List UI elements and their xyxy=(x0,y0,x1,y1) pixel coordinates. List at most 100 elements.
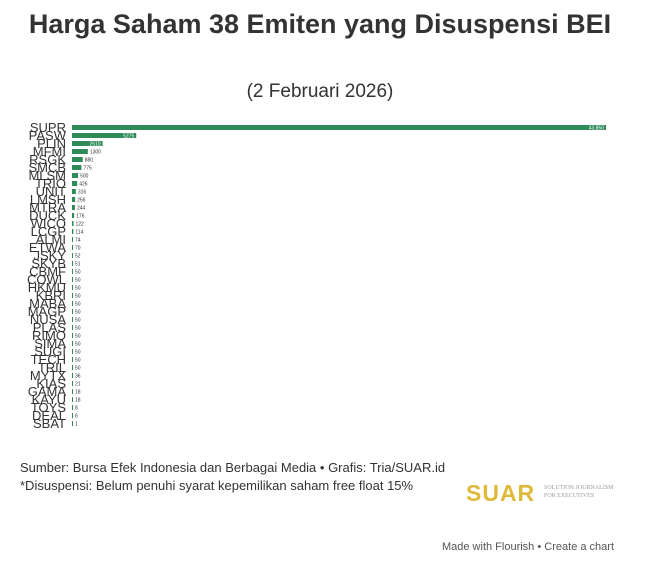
value-label: 256 xyxy=(77,197,86,203)
bar[interactable] xyxy=(72,221,74,226)
category-label: PLIN xyxy=(37,136,66,151)
category-label: PLAS xyxy=(33,320,67,335)
category-label: UNIT xyxy=(36,184,66,199)
value-label: 316 xyxy=(78,189,87,195)
category-label: KAYU xyxy=(32,392,66,407)
category-label: DUCK xyxy=(29,208,66,223)
bar[interactable] xyxy=(72,197,76,202)
bar[interactable] xyxy=(72,253,73,258)
bar[interactable] xyxy=(72,381,73,386)
bar[interactable] xyxy=(72,133,137,138)
category-label: JSKY xyxy=(33,248,66,263)
value-label: 50 xyxy=(75,293,81,299)
bar[interactable] xyxy=(72,165,82,170)
category-label: SMCB xyxy=(28,160,66,175)
value-label: 52 xyxy=(75,253,81,259)
category-label: DEAL xyxy=(32,408,66,423)
value-label: 21 xyxy=(75,381,81,387)
category-label: MLSM xyxy=(28,168,66,183)
bar[interactable] xyxy=(72,237,73,242)
bar[interactable] xyxy=(72,341,73,346)
bar[interactable] xyxy=(72,325,73,330)
create-chart-link[interactable]: Create a chart xyxy=(544,541,614,553)
bar[interactable] xyxy=(72,229,74,234)
value-label: 244 xyxy=(77,205,86,211)
made-with-flourish-link[interactable]: Made with Flourish xyxy=(441,541,535,553)
value-label: 50 xyxy=(75,325,81,331)
category-label: TRIL xyxy=(38,360,66,375)
bar[interactable] xyxy=(72,397,73,402)
bar[interactable] xyxy=(72,405,73,410)
category-label: GAMA xyxy=(28,384,67,399)
bar[interactable] xyxy=(72,157,83,162)
category-label: HKMU xyxy=(28,280,66,295)
value-label: 43.850 xyxy=(589,125,605,131)
category-label: TECH xyxy=(31,352,66,367)
footer: Made with Flourish • Create a chart xyxy=(442,541,614,553)
value-label: 50 xyxy=(75,341,81,347)
bar[interactable] xyxy=(72,213,75,218)
value-label: 500 xyxy=(80,173,89,179)
category-label: PASW xyxy=(29,128,67,143)
bar[interactable] xyxy=(72,365,73,370)
value-label: 50 xyxy=(75,357,81,363)
value-label: 1300 xyxy=(90,149,101,155)
value-label: 18 xyxy=(75,397,81,403)
value-label: 50 xyxy=(75,277,81,283)
category-label: ETWA xyxy=(29,240,66,255)
category-label: ALMI xyxy=(36,232,66,247)
value-label: 1 xyxy=(75,421,78,427)
category-label: TOYS xyxy=(31,400,66,415)
category-label: KIAS xyxy=(36,376,66,391)
bar[interactable] xyxy=(72,277,73,282)
value-label: 50 xyxy=(75,301,81,307)
chart-subtitle: (2 Februari 2026) xyxy=(246,81,394,102)
bar[interactable] xyxy=(72,125,606,130)
value-label: 775 xyxy=(83,165,92,171)
bar[interactable] xyxy=(72,189,76,194)
value-label: 36 xyxy=(75,373,81,379)
category-label: MFMI xyxy=(33,144,66,159)
value-label: 880 xyxy=(85,157,94,163)
category-label: MABA xyxy=(29,296,66,311)
bar[interactable] xyxy=(72,413,73,418)
suar-logo: SUAR SOLUTION JOURNALISM FOR EXECUTIVES xyxy=(466,478,626,508)
value-label: 50 xyxy=(75,317,81,323)
bar[interactable] xyxy=(72,333,73,338)
bar[interactable] xyxy=(72,357,73,362)
bar[interactable] xyxy=(72,149,88,154)
category-label: SUGI xyxy=(34,344,66,359)
bar[interactable] xyxy=(72,293,73,298)
bar[interactable] xyxy=(72,309,73,314)
category-label: CBMF xyxy=(29,264,66,279)
category-label: MYTX xyxy=(30,368,66,383)
logo-wordmark: SUAR xyxy=(466,480,536,506)
bar[interactable] xyxy=(72,421,73,426)
bar[interactable] xyxy=(72,141,103,146)
value-label: 2510 xyxy=(89,141,100,147)
category-label: SUPR xyxy=(30,120,66,135)
bar[interactable] xyxy=(72,317,73,322)
bar[interactable] xyxy=(72,261,73,266)
bar[interactable] xyxy=(72,173,79,178)
bar[interactable] xyxy=(72,389,73,394)
bar[interactable] xyxy=(72,181,78,186)
bar[interactable] xyxy=(72,285,73,290)
value-label: 426 xyxy=(79,181,88,187)
category-label: LMSH xyxy=(30,192,66,207)
category-label: LCGP xyxy=(31,224,66,239)
value-label: 50 xyxy=(75,309,81,315)
bar[interactable] xyxy=(72,301,73,306)
value-label: 70 xyxy=(75,245,81,251)
source-notes: Sumber: Bursa Efek Indonesia dan Berbaga… xyxy=(20,459,450,495)
value-label: 74 xyxy=(75,237,81,243)
value-label: 5275 xyxy=(123,133,134,139)
bar[interactable] xyxy=(72,205,75,210)
bar[interactable] xyxy=(72,349,73,354)
value-label: 176 xyxy=(76,213,85,219)
bar[interactable] xyxy=(72,373,73,378)
bar[interactable] xyxy=(72,245,73,250)
value-label: 122 xyxy=(75,221,84,227)
bar[interactable] xyxy=(72,269,73,274)
